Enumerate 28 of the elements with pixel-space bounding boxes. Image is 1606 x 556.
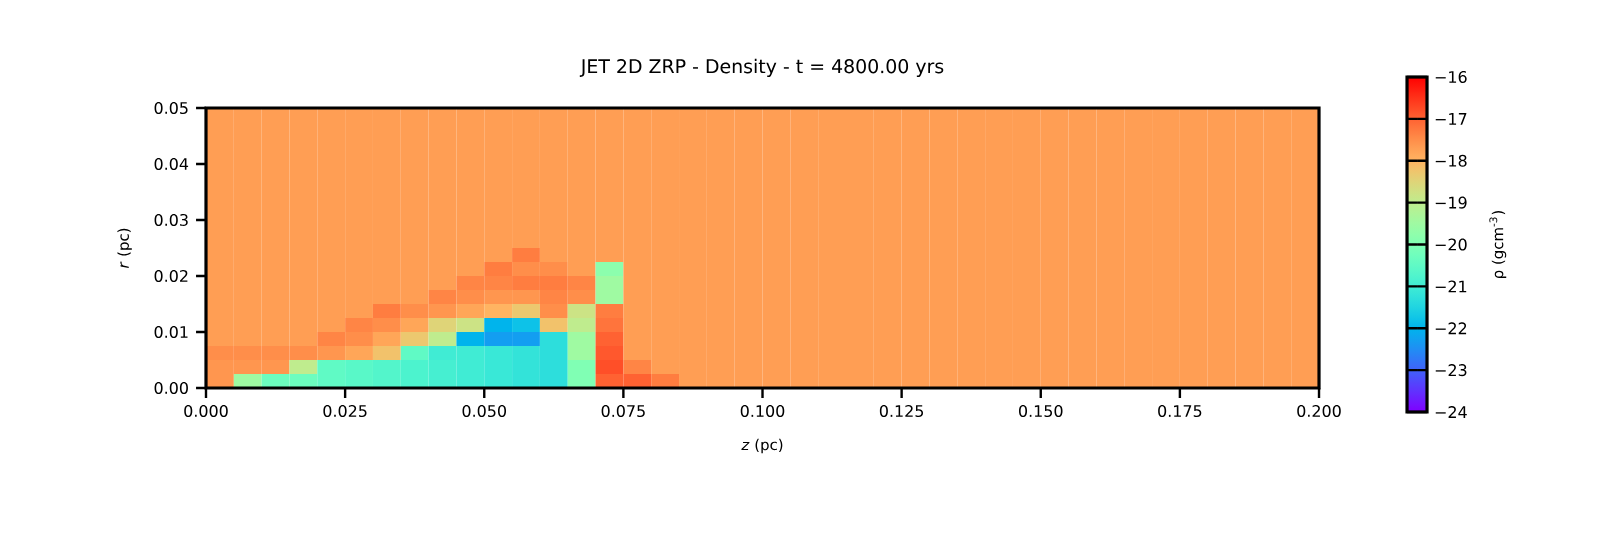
x-tick-label: 0.125 bbox=[879, 404, 924, 418]
x-tick-label: 0.025 bbox=[323, 404, 367, 418]
x-tick-label: 0.100 bbox=[740, 404, 785, 418]
color-bar-label: −16 bbox=[1435, 70, 1467, 84]
color-bar-label: −24 bbox=[1435, 406, 1467, 418]
y-tick-label: 0.02 bbox=[154, 269, 188, 283]
color-bar-label: −18 bbox=[1435, 154, 1467, 167]
x-tick-label: 0.000 bbox=[184, 404, 228, 418]
color-bar-label: −20 bbox=[1435, 238, 1467, 251]
color-bar-label: −23 bbox=[1435, 364, 1467, 377]
color-bar-label: −22 bbox=[1435, 322, 1467, 335]
x-tick-label: 0.050 bbox=[462, 404, 507, 418]
chart-title: JET 2D ZRP - Density - t = 4800.00 yrs bbox=[579, 58, 944, 78]
y-tick-label: 0.04 bbox=[154, 157, 189, 171]
color-bar-label: −21 bbox=[1435, 280, 1467, 293]
x-tick-label: 0.075 bbox=[601, 404, 645, 418]
y-tick-label: 0.01 bbox=[154, 325, 188, 339]
x-tick-label: 0.175 bbox=[1158, 404, 1202, 418]
color-bar-title: ρ (gcm$^{-3}$) bbox=[1489, 211, 1507, 278]
y-axis-title: r (pc) bbox=[117, 228, 132, 268]
y-tick-label: 0.05 bbox=[154, 101, 188, 115]
x-tick-label: 0.150 bbox=[1019, 404, 1063, 418]
x-axis-title: z (pc) bbox=[741, 438, 783, 454]
y-tick-label: 0.03 bbox=[154, 213, 188, 227]
y-tick-label: 0.00 bbox=[154, 381, 188, 395]
x-tick-label: 0.200 bbox=[1297, 404, 1341, 418]
color-bar-label: −17 bbox=[1435, 113, 1467, 125]
color-bar-label: −19 bbox=[1435, 196, 1467, 209]
